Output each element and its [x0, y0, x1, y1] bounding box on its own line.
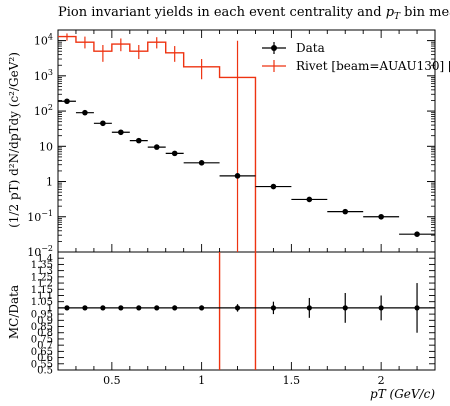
ratio-point	[199, 305, 205, 311]
ratio-point	[136, 305, 142, 311]
ratio-plot-frame	[57, 251, 436, 371]
y-tick-label: 10	[39, 140, 53, 153]
y-axis-label-top: (1/2 pT) d²N/dpTdy (c²/GeV²)	[7, 52, 21, 228]
data-point	[135, 137, 142, 144]
main-axis-ticks: 10−2 10−1 1 10 102 103 104	[27, 29, 435, 259]
ratio-y-tick-label: 0.55	[31, 359, 53, 370]
ratio-point	[414, 305, 420, 311]
y-tick-label: 1	[46, 176, 53, 189]
ratio-y-tick-label: 1.3	[37, 266, 53, 277]
data-point	[306, 196, 313, 203]
ratio-y-tick-label: 0.9	[37, 316, 53, 327]
data-point	[378, 213, 384, 220]
ratio-point	[378, 305, 384, 311]
data-point	[64, 98, 70, 105]
x-axis-label: pT (GeV/c)	[370, 387, 435, 401]
ratio-rivet-band	[218, 252, 257, 370]
ratio-point	[172, 305, 178, 311]
data-point	[270, 183, 277, 190]
ratio-y-tick-label: 0.65	[31, 347, 53, 358]
ratio-y-tick-label: 1.15	[31, 285, 53, 296]
data-series	[58, 98, 435, 238]
data-point	[342, 208, 349, 215]
ratio-y-tick-label: 1.25	[31, 272, 53, 283]
ratio-point	[306, 305, 312, 311]
ratio-y-tick-label: 0.85	[31, 322, 53, 333]
data-point	[414, 231, 420, 238]
chart-title: Pion invariant yields in each event cent…	[58, 5, 450, 22]
y-tick-label: 10−1	[27, 209, 53, 224]
ratio-y-tick-label: 0.5	[37, 366, 53, 377]
ratio-data-series	[58, 283, 435, 333]
data-point	[198, 160, 205, 166]
ratio-y-tick-label: 0.75	[31, 334, 53, 345]
y-tick-label: 102	[34, 103, 53, 118]
ratio-point	[154, 305, 160, 311]
legend-rivet-label: Rivet [beam=AUAU130] [c	[296, 59, 450, 73]
x-tick-label: 1	[198, 374, 205, 387]
ratio-y-tick-label: 1.1	[37, 291, 53, 302]
ratio-y-tick-label: 1	[47, 303, 53, 314]
ratio-y-tick-label: 1.4	[37, 254, 53, 265]
ratio-y-tick-label: 1.35	[31, 260, 53, 271]
legend: Data Rivet [beam=AUAU130] [c	[262, 41, 450, 73]
rivet-histogram-line	[58, 35, 257, 252]
y-tick-label: 104	[34, 33, 53, 48]
data-point	[234, 173, 241, 179]
x-axis-ticks: 0.5 1 1.5 2	[57, 30, 436, 387]
ratio-point	[270, 305, 277, 311]
y-tick-label: 103	[34, 68, 53, 83]
ratio-y-tick-label: 0.6	[37, 353, 53, 364]
ratio-y-tick-label: 0.95	[31, 310, 53, 321]
ratio-point	[234, 305, 241, 311]
ratio-y-tick-label: 0.7	[37, 341, 53, 352]
ratio-axis-ticks: 0.50.550.60.650.70.750.80.850.90.9511.05…	[31, 254, 435, 377]
data-point	[118, 129, 124, 136]
ratio-point	[100, 305, 106, 311]
x-tick-label: 1.5	[283, 374, 301, 387]
data-point	[82, 109, 88, 116]
ratio-y-tick-label: 1.05	[31, 297, 53, 308]
y-tick-label: 10−2	[27, 244, 53, 259]
ratio-y-tick-label: 0.8	[37, 328, 53, 339]
legend-data-marker	[271, 45, 277, 51]
data-point	[153, 144, 160, 150]
rivet-histogram	[58, 33, 257, 252]
data-point	[171, 150, 178, 157]
ratio-point	[82, 305, 88, 311]
data-point	[100, 120, 106, 127]
legend-data-label: Data	[296, 41, 325, 55]
x-tick-label: 2	[378, 374, 385, 387]
ratio-point	[342, 305, 348, 311]
y-axis-label-bottom: MC/Data	[7, 285, 21, 339]
ratio-y-tick-label: 1.2	[37, 279, 53, 290]
ratio-point	[64, 305, 70, 311]
x-tick-label: 0.5	[103, 374, 121, 387]
ratio-point	[118, 305, 124, 311]
